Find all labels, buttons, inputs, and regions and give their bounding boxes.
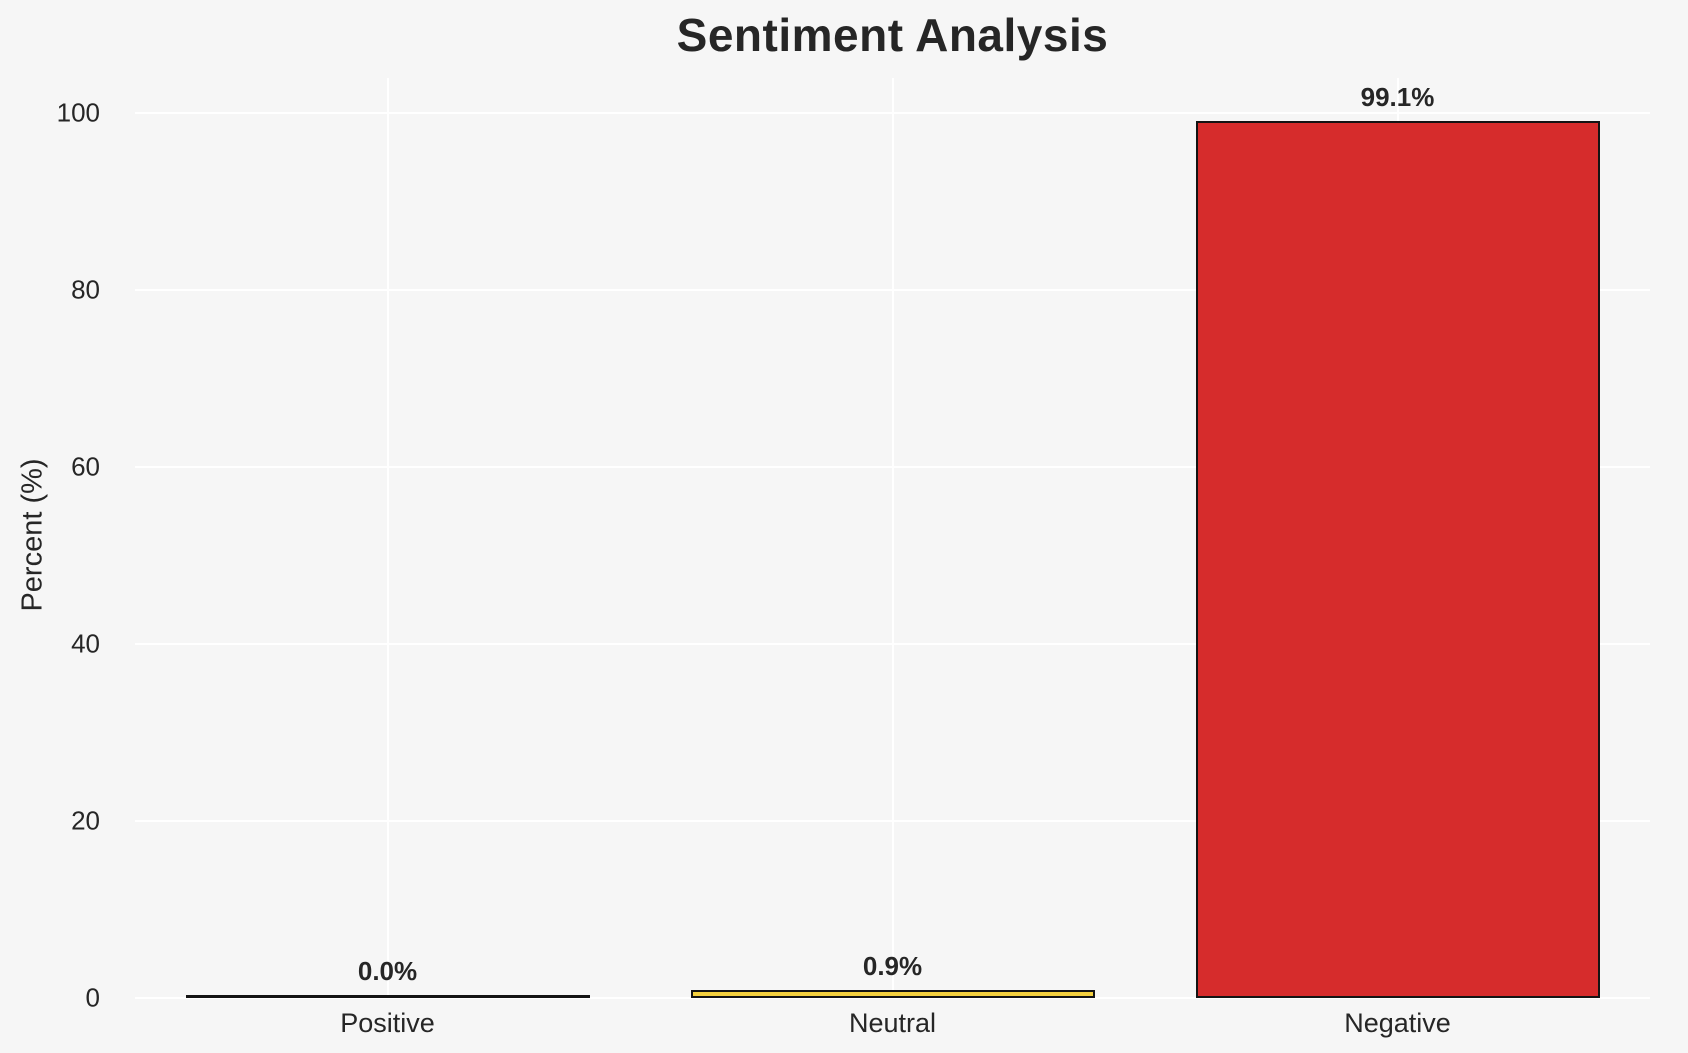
gridline-vertical <box>386 78 389 998</box>
bar-value-label: 99.1% <box>1360 82 1435 113</box>
y-tick-label: 40 <box>71 628 100 659</box>
x-category-label: Positive <box>340 1008 435 1038</box>
bar-value-label: 0.0% <box>357 956 418 986</box>
bar-value-label: 0.9% <box>862 951 923 982</box>
y-tick-label: 100 <box>56 97 100 128</box>
bar-neutral <box>690 990 1095 998</box>
bar-negative <box>1195 121 1600 998</box>
gridline-vertical <box>891 78 894 998</box>
plot-area: 0 20 40 60 80 100 0.0% Positive 0.9% Neutral 99.1%… <box>57 78 1650 1038</box>
y-tick-label: 0 <box>85 982 100 1013</box>
bar-positive <box>185 995 590 998</box>
chart-title: Sentiment Analysis <box>676 9 1109 61</box>
x-category-label: Neutral <box>848 1008 937 1038</box>
gridline-horizontal <box>135 997 1650 999</box>
y-tick-label: 80 <box>71 274 100 305</box>
y-tick-label: 20 <box>71 805 100 836</box>
x-category-label: Negative <box>1344 1008 1451 1038</box>
y-tick-label: 60 <box>71 451 100 482</box>
